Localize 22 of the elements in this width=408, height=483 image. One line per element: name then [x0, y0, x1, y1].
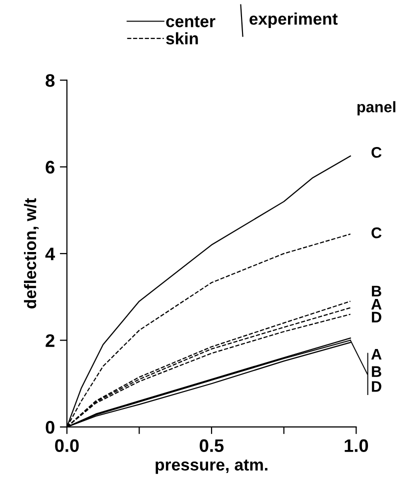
- y-tick-label: 8: [46, 74, 55, 87]
- y-axis-title: deflection, w/t: [24, 198, 39, 308]
- text: A: [371, 348, 382, 360]
- text: C: [372, 227, 382, 238]
- legend-title: experiment: [250, 12, 338, 28]
- text: D: [372, 381, 382, 392]
- y-tick-label: 2: [46, 334, 54, 347]
- x-tick-label: 1.0: [344, 439, 368, 452]
- x-tick-label: 0.0: [55, 439, 79, 452]
- y-tick-label: 6: [46, 160, 54, 174]
- x-tick-label: 0.5: [200, 439, 224, 452]
- text: C: [372, 146, 382, 158]
- legend-label: skin: [166, 32, 198, 44]
- x-axis-title: pressure, atm.: [156, 460, 268, 474]
- text: A: [371, 299, 382, 310]
- y-tick-label: 0: [46, 420, 54, 434]
- y-tick-label: 4: [45, 248, 56, 260]
- legend-label: center: [166, 16, 216, 28]
- text: B: [372, 286, 382, 296]
- text: D: [372, 312, 382, 322]
- annotation: B: [372, 366, 382, 377]
- text: panel: [357, 101, 396, 116]
